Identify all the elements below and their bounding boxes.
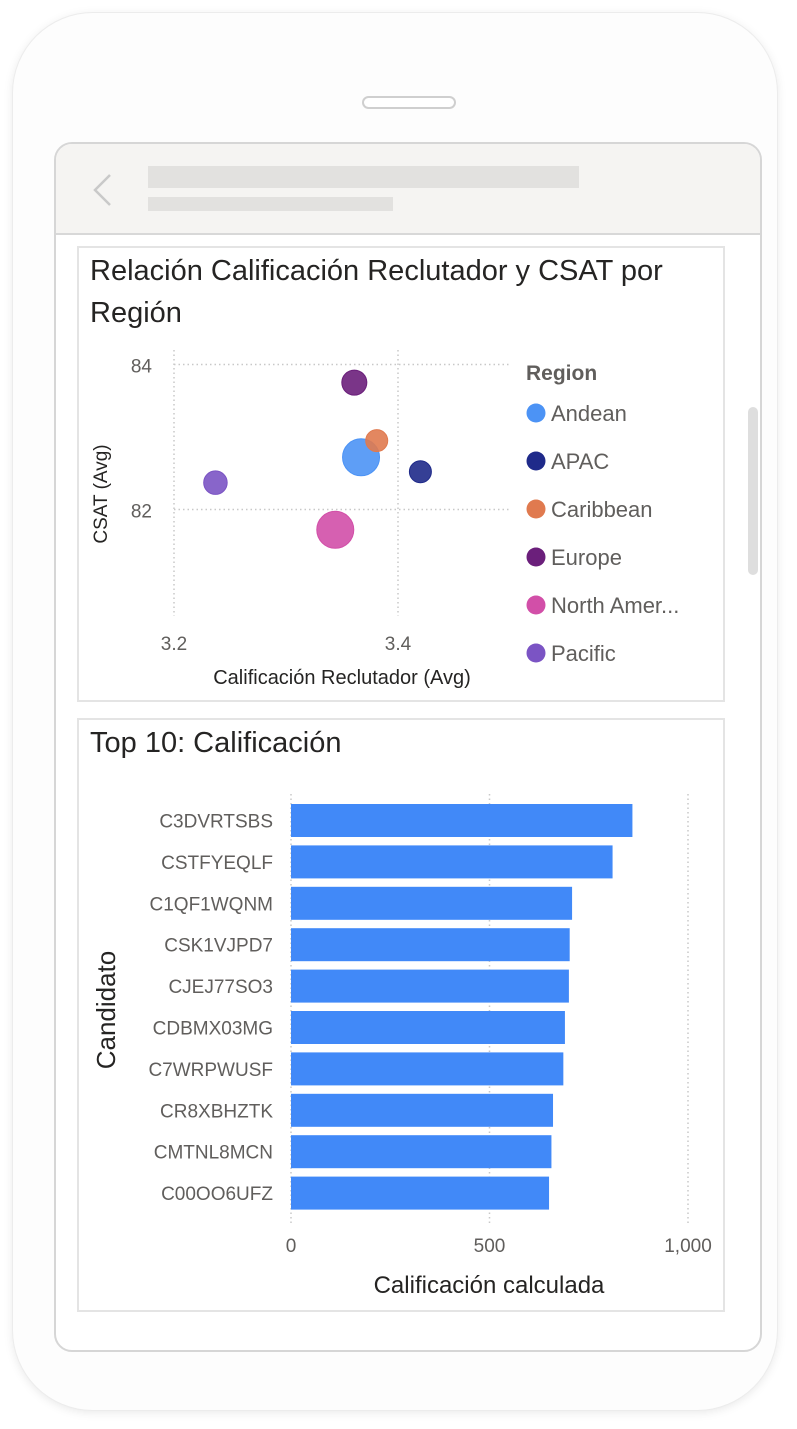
scatter-chart-card[interactable]: Relación Calificación Reclutador y CSAT …	[77, 246, 725, 702]
category-label: CJEJ77SO3	[168, 977, 273, 998]
legend-marker	[526, 643, 546, 663]
scatter-point-apac	[408, 460, 432, 484]
bar	[291, 1176, 550, 1210]
category-label: CDBMX03MG	[153, 1019, 273, 1040]
x-axis-label: Calificación calculada	[374, 1272, 605, 1299]
bar	[291, 845, 613, 879]
x-tick-label: 1,000	[664, 1236, 712, 1257]
legend-label: Europe	[551, 545, 622, 570]
bar-chart-card[interactable]: Top 10: Calificación 0 500 1,000 C3DVRTSBS C…	[77, 718, 725, 1312]
bar	[291, 1135, 552, 1169]
bar-chart-title: Top 10: Calificación	[90, 727, 342, 759]
legend-label: North Amer...	[551, 593, 679, 618]
category-label: C00OO6UFZ	[161, 1184, 273, 1205]
app-header	[56, 144, 760, 235]
x-axis-label: Calificación Reclutador (Avg)	[213, 667, 471, 689]
legend-label: Caribbean	[551, 497, 653, 522]
y-axis-label: Candidato	[91, 951, 121, 1070]
phone-speaker	[362, 96, 456, 109]
back-arrow-icon[interactable]	[88, 172, 118, 208]
x-tick-label: 0	[286, 1236, 297, 1257]
bar-chart[interactable]: 0 500 1,000 C3DVRTSBS CSTFYEQLF C1QF1WQNM CSK1…	[79, 720, 723, 1310]
legend-title: Region	[526, 362, 597, 385]
bar	[291, 969, 569, 1003]
phone-screen: Relación Calificación Reclutador y CSAT …	[54, 142, 762, 1352]
bar	[291, 804, 633, 837]
scrollbar[interactable]	[748, 407, 758, 575]
scatter-point-europe	[341, 369, 368, 396]
bar	[291, 1052, 564, 1086]
category-label: CSTFYEQLF	[161, 853, 273, 874]
scatter-point-pacific	[203, 470, 228, 495]
scatter-point-caribbean	[365, 429, 389, 453]
bar	[291, 1093, 554, 1127]
bar	[291, 886, 573, 920]
legend-marker	[526, 595, 546, 615]
category-label: CMTNL8MCN	[154, 1143, 273, 1164]
scatter-chart[interactable]: 82 84 3.2 3.4 Calificación Reclutador (Avg) C…	[79, 248, 723, 700]
x-tick-label: 500	[474, 1236, 506, 1257]
phone-frame: Relación Calificación Reclutador y CSAT …	[13, 13, 777, 1410]
legend-label: APAC	[551, 449, 609, 474]
scatter-point-north-america	[316, 510, 355, 549]
legend-marker	[526, 499, 546, 519]
bar	[291, 928, 570, 962]
legend-marker	[526, 451, 546, 471]
legend-marker	[526, 403, 546, 423]
title-placeholder	[148, 166, 579, 188]
category-label: C3DVRTSBS	[159, 812, 273, 833]
subtitle-placeholder	[148, 197, 393, 211]
category-label: C1QF1WQNM	[150, 894, 274, 915]
x-tick-label: 3.4	[385, 634, 412, 655]
category-label: CSK1VJPD7	[164, 936, 273, 957]
category-label: CR8XBHZTK	[160, 1101, 273, 1122]
y-axis-label: CSAT (Avg)	[91, 444, 112, 543]
scatter-chart-title: Relación Calificación Reclutador y CSAT …	[90, 255, 663, 329]
legend-marker	[526, 547, 546, 567]
y-tick-label: 82	[131, 502, 152, 523]
bar	[291, 1011, 565, 1044]
category-label: C7WRPWUSF	[148, 1060, 273, 1081]
x-tick-label: 3.2	[161, 634, 187, 655]
y-tick-label: 84	[131, 357, 153, 378]
legend-label: Andean	[551, 401, 627, 426]
legend-label: Pacific	[551, 641, 616, 666]
